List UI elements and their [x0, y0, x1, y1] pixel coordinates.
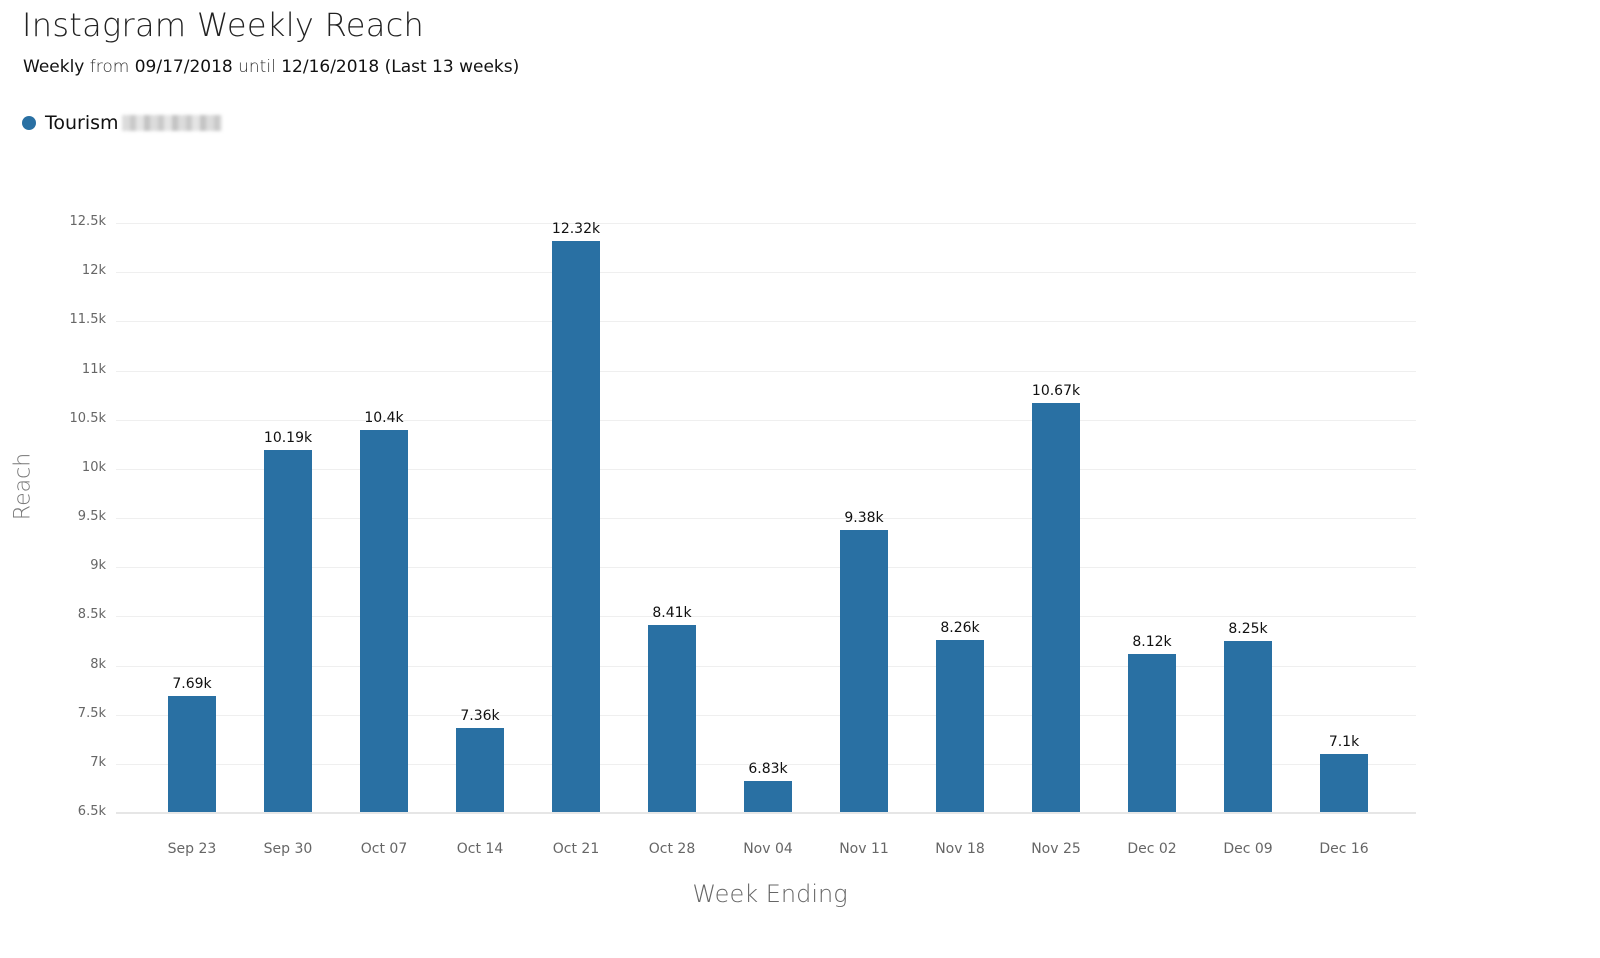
y-tick-label: 7.5k [77, 706, 106, 721]
bar-value-label: 6.83k [748, 761, 788, 777]
bar-value-label: 8.26k [940, 620, 980, 636]
bar-value-label: 7.1k [1328, 734, 1360, 750]
y-tick-label: 10.5k [69, 411, 106, 426]
gridline [116, 371, 1416, 372]
legend-label: Tourism [45, 112, 119, 134]
bar-value-label: 10.67k [1031, 383, 1081, 399]
y-tick-label: 6.5k [77, 804, 106, 819]
bar[interactable] [264, 450, 312, 813]
legend-dot-icon [22, 116, 36, 130]
chart-subtitle: Weekly from 09/17/2018 until 12/16/2018 … [23, 57, 519, 77]
legend-item-tourism[interactable]: Tourism [22, 112, 222, 134]
x-tick-label: Dec 16 [1319, 841, 1369, 857]
bar-value-label: 9.38k [844, 510, 884, 526]
bar[interactable] [456, 728, 504, 813]
bar-value-label: 8.25k [1228, 621, 1268, 637]
chart-title: Instagram Weekly Reach [22, 6, 425, 44]
x-tick-label: Nov 18 [935, 841, 985, 857]
x-tick-label: Sep 23 [167, 841, 217, 857]
y-tick-label: 10k [81, 460, 106, 475]
bar[interactable] [552, 241, 600, 813]
x-tick-label: Oct 07 [360, 841, 408, 857]
gridline [116, 666, 1416, 667]
bar[interactable] [648, 625, 696, 813]
subtitle-start-date: 09/17/2018 [134, 57, 233, 77]
bar[interactable] [840, 530, 888, 813]
subtitle-until: until [238, 57, 276, 77]
y-tick-label: 8.5k [77, 607, 106, 622]
bar-value-label: 10.19k [263, 430, 313, 446]
x-tick-label: Oct 21 [552, 841, 600, 857]
y-tick-label: 9.5k [77, 509, 106, 524]
gridline [116, 272, 1416, 273]
bar[interactable] [1032, 403, 1080, 813]
gridline [116, 518, 1416, 519]
x-tick-label: Sep 30 [263, 841, 313, 857]
gridline [116, 616, 1416, 617]
y-tick-label: 9k [90, 558, 106, 573]
bar-value-label: 10.4k [364, 410, 404, 426]
y-tick-label: 12k [81, 263, 106, 278]
y-tick-label: 8k [90, 657, 106, 672]
redacted-text [121, 115, 222, 131]
bar-value-label: 8.12k [1132, 634, 1172, 650]
bar[interactable] [1320, 754, 1368, 813]
gridline [116, 764, 1416, 765]
bar-value-label: 12.32k [551, 221, 601, 237]
gridline [116, 567, 1416, 568]
x-tick-label: Nov 11 [839, 841, 889, 857]
subtitle-prefix: Weekly [23, 57, 85, 77]
bar[interactable] [1224, 641, 1272, 813]
bar[interactable] [168, 696, 216, 813]
bar[interactable] [1128, 654, 1176, 813]
y-tick-label: 11.5k [69, 312, 106, 327]
bar-value-label: 7.36k [460, 708, 500, 724]
x-tick-label: Oct 28 [648, 841, 696, 857]
gridline [116, 420, 1416, 421]
y-tick-label: 12.5k [69, 214, 106, 229]
y-tick-label: 11k [81, 362, 106, 377]
y-tick-label: 7k [90, 755, 106, 770]
bar[interactable] [936, 640, 984, 813]
x-axis-title: Week Ending [692, 880, 848, 908]
x-tick-label: Nov 25 [1031, 841, 1081, 857]
gridline [116, 715, 1416, 716]
gridline [116, 469, 1416, 470]
bar-value-label: 8.41k [652, 605, 692, 621]
subtitle-end-date: 12/16/2018 [281, 57, 380, 77]
x-tick-label: Nov 04 [743, 841, 793, 857]
bar[interactable] [744, 781, 792, 813]
bar-value-label: 7.69k [172, 676, 212, 692]
x-tick-label: Oct 14 [456, 841, 504, 857]
subtitle-from: from [89, 57, 130, 77]
bar[interactable] [360, 430, 408, 813]
x-axis-baseline [116, 812, 1416, 814]
gridline [116, 321, 1416, 322]
gridline [116, 223, 1416, 224]
x-tick-label: Dec 02 [1127, 841, 1177, 857]
subtitle-range: (Last 13 weeks) [384, 57, 520, 77]
x-tick-label: Dec 09 [1223, 841, 1273, 857]
